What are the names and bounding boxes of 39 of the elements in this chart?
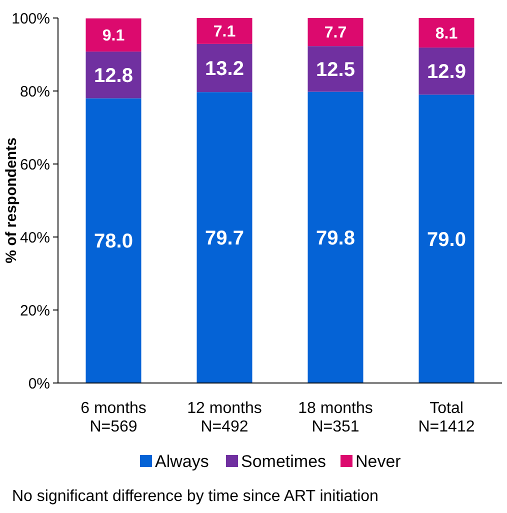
legend-label: Always: [155, 452, 209, 471]
bar: [308, 46, 364, 92]
x-tick-label: 12 months N=492: [187, 400, 262, 436]
data-label: 12.5: [316, 58, 355, 81]
bar: [418, 18, 474, 48]
y-tick-label: 100%: [12, 10, 50, 28]
bar: [196, 18, 252, 44]
y-tick-label: 40%: [20, 229, 50, 246]
x-tick-label: Total N=1412: [418, 400, 475, 436]
bar: [86, 98, 142, 383]
legend-label: Never: [356, 452, 402, 471]
data-label: 12.8: [94, 64, 133, 87]
data-label: 13.2: [205, 58, 244, 80]
y-tick-label: 20%: [20, 302, 50, 320]
data-label: 8.1: [435, 25, 458, 42]
y-tick-label: 60%: [20, 156, 50, 174]
legend-label: Sometimes: [241, 452, 326, 471]
data-label: 12.9: [427, 61, 466, 84]
x-tick-label: 18 months N=351: [298, 400, 373, 436]
data-label: 7.1: [213, 24, 236, 41]
data-label: 9.1: [102, 28, 125, 45]
x-tick-label: 6 months N=569: [80, 400, 146, 436]
data-label: 79.7: [205, 228, 244, 250]
bar: [308, 18, 364, 46]
bar: [86, 52, 142, 98]
bar: [196, 92, 252, 383]
data-label: 79.0: [427, 228, 466, 251]
bar: [418, 94, 474, 383]
y-tick-label: 80%: [20, 83, 50, 100]
data-label: 79.8: [316, 227, 355, 250]
text: No significant difference by time since ART initiation: [12, 488, 378, 505]
y-axis-title: % of respondents: [3, 138, 20, 264]
y-tick-label: 0%: [28, 375, 50, 392]
bar: [308, 92, 364, 383]
bar: [86, 18, 142, 52]
bar: [196, 44, 252, 92]
data-label: 7.7: [324, 24, 347, 42]
data-label: 78.0: [94, 230, 133, 253]
bar: [418, 48, 474, 95]
